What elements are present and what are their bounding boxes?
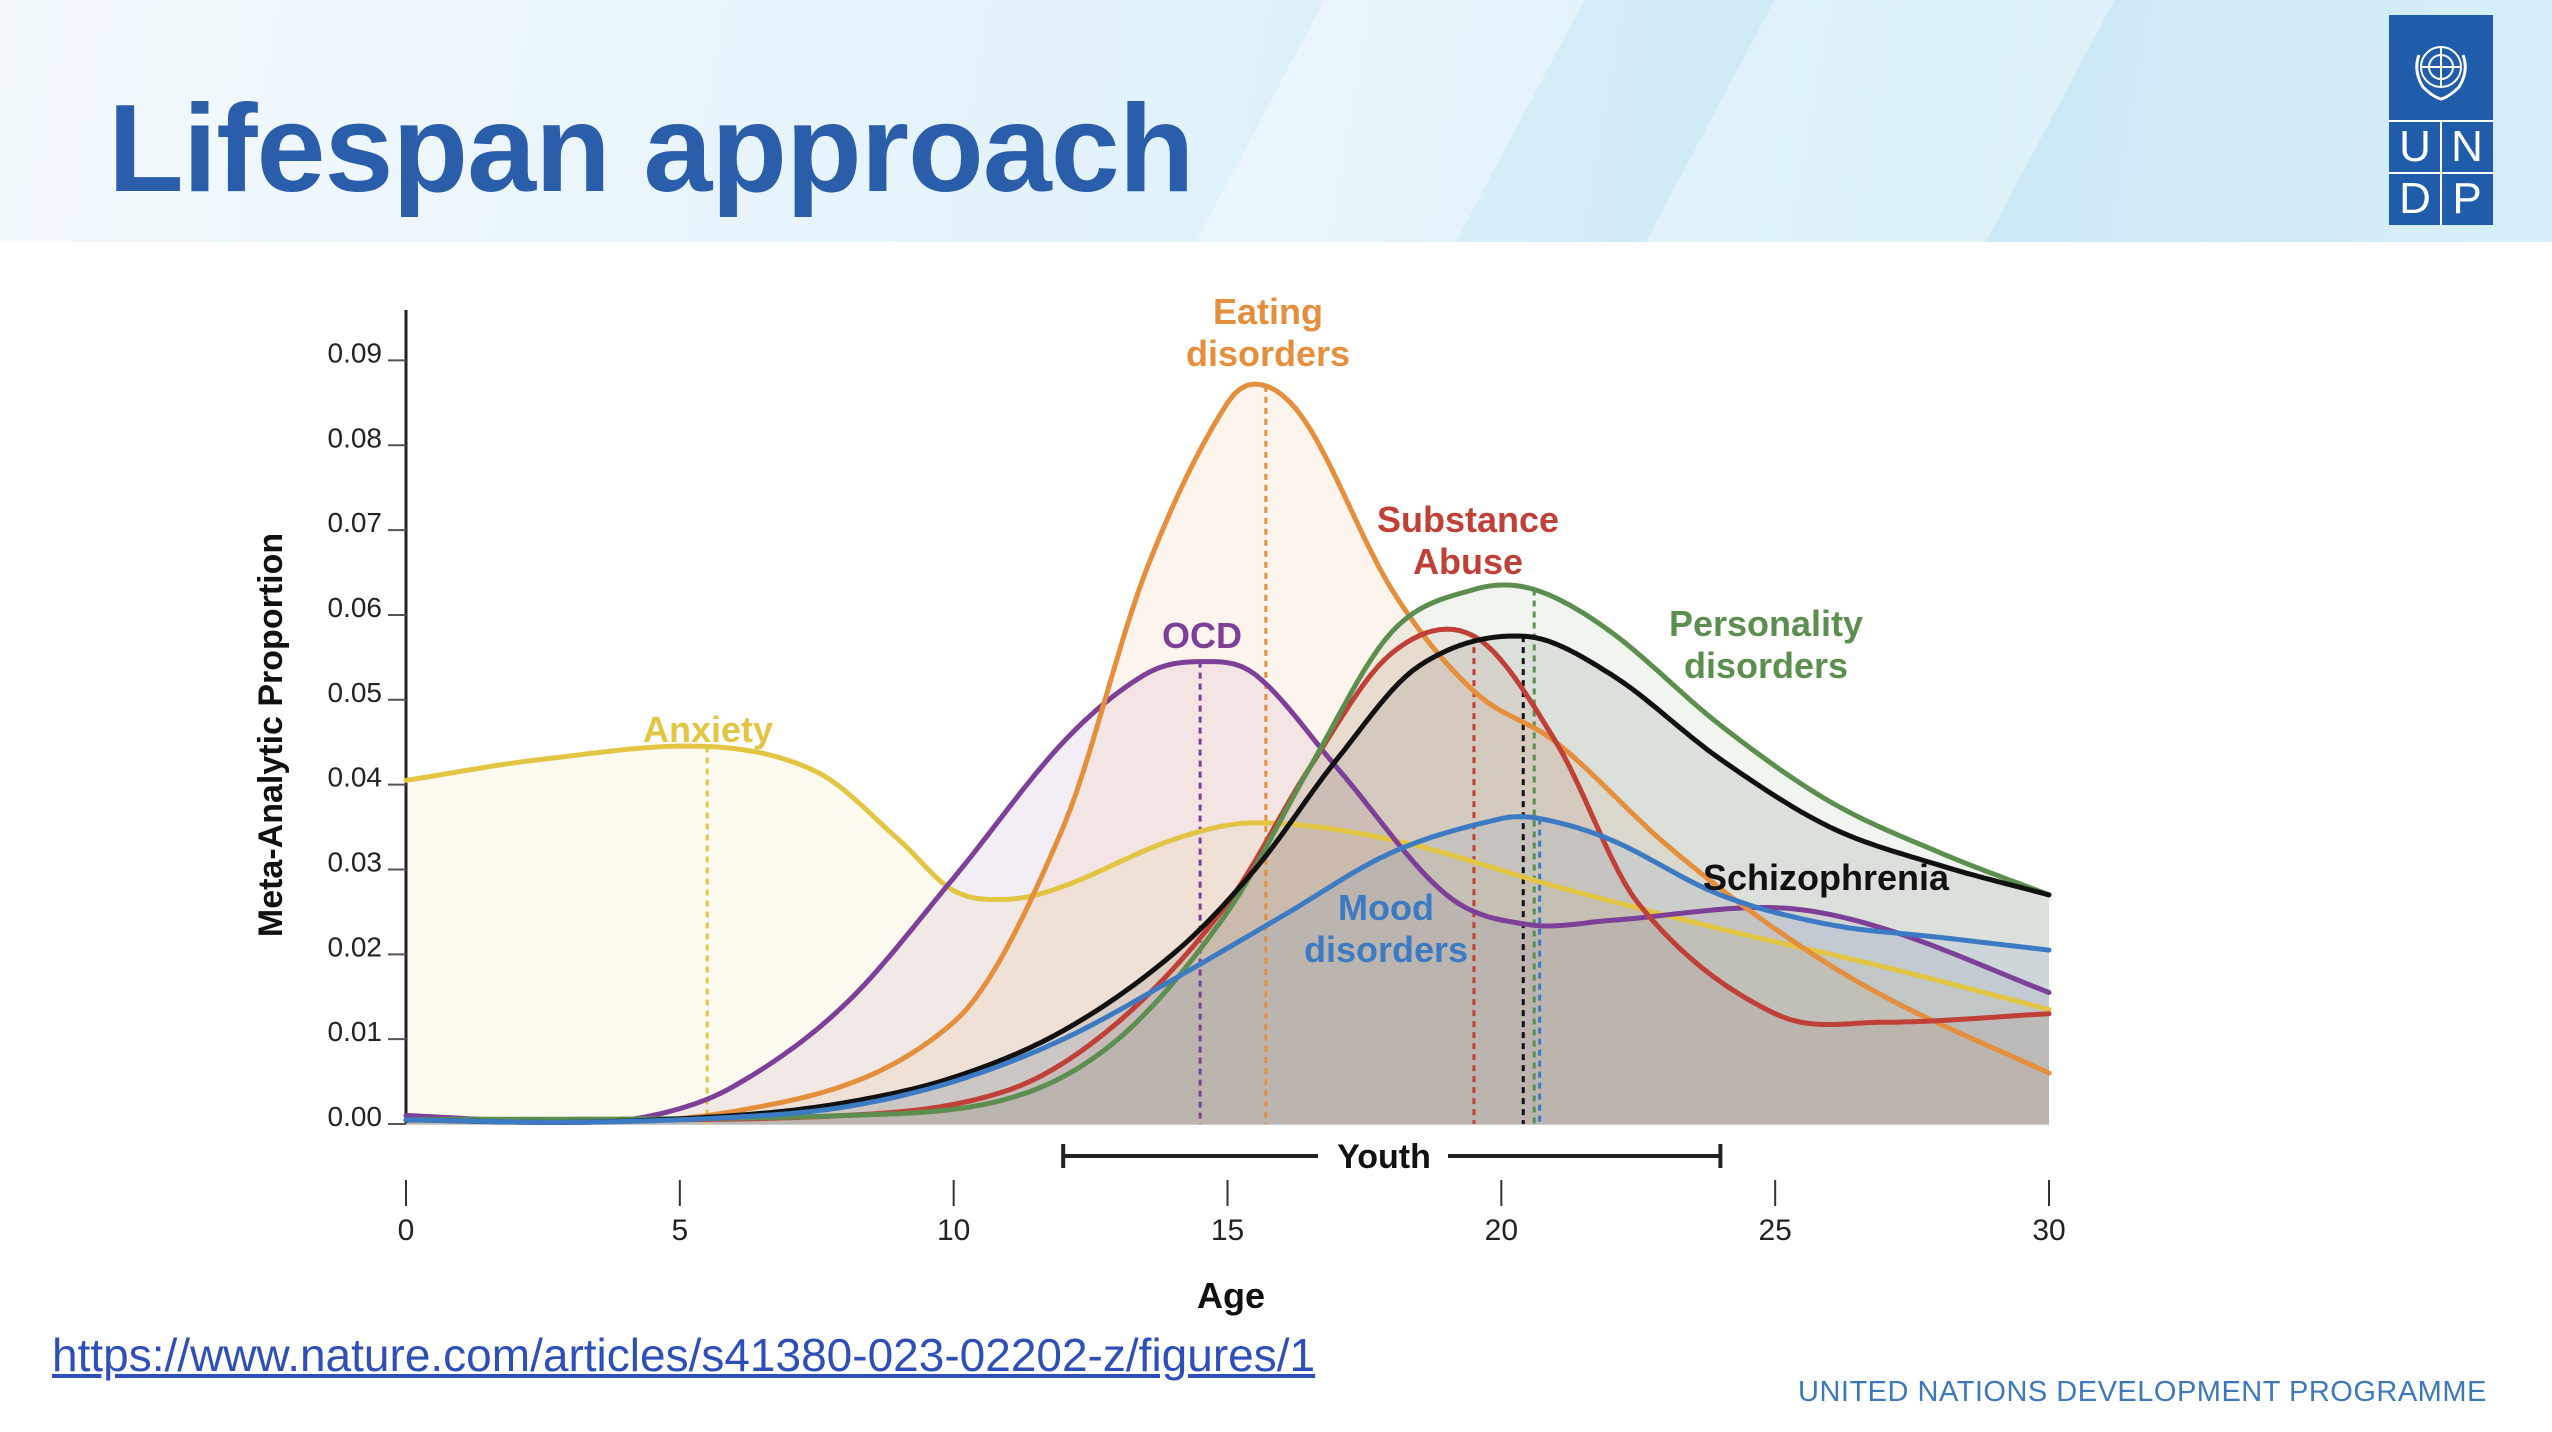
source-link[interactable]: https://www.nature.com/articles/s41380-0… (52, 1329, 1316, 1381)
y-tick-label: 0.04 (328, 762, 383, 793)
header-streak (1143, 0, 1617, 242)
slide-title: Lifespan approach (108, 80, 1194, 218)
y-tick-label: 0.02 (328, 931, 383, 962)
series-label-anxiety: Anxiety (643, 709, 773, 750)
logo-letter-d: D (2399, 174, 2431, 223)
x-tick-label: 10 (937, 1214, 970, 1247)
series-area-eating-disorders (406, 384, 2049, 1124)
x-tick-label: 15 (1211, 1214, 1244, 1247)
series-label-eating-disorders: Eating disorders (1186, 291, 1350, 374)
series-area-ocd (406, 661, 2049, 1124)
logo-letter-p: P (2452, 174, 2482, 223)
series-line-anxiety (403, 743, 2052, 1012)
x-axis-title: Age (1197, 1275, 1265, 1316)
y-tick-label: 0.07 (328, 507, 383, 538)
series-label-substance-abuse: Substance Abuse (1377, 499, 1559, 582)
y-tick-label: 0.03 (328, 846, 383, 877)
y-axis-title: Meta-Analytic Proportion (252, 533, 290, 937)
series-area-schizophrenia (406, 636, 2049, 1124)
x-tick-label: 25 (1758, 1214, 1791, 1247)
y-tick-label: 0.01 (328, 1016, 383, 1047)
y-tick-label: 0.09 (328, 337, 383, 368)
x-tick-label: 30 (2032, 1214, 2065, 1247)
y-tick-label: 0.08 (328, 422, 383, 453)
logo-letter-n: N (2451, 122, 2483, 171)
slide-header: Lifespan approach U N D P (0, 0, 2552, 242)
x-tick-label: 0 (398, 1214, 415, 1247)
series-area-personality-disorders (406, 585, 2049, 1124)
header-streak (1593, 0, 2147, 242)
series-area-mood-disorders (406, 816, 2049, 1124)
lifespan-chart: 0.00 0.01 0.02 0.03 0.04 0.05 0.06 0.07 0.08 0.09… (252, 291, 2066, 1316)
y-tick-label: 0.00 (328, 1101, 383, 1132)
footer-text: UNITED NATIONS DEVELOPMENT PROGRAMME (1798, 1376, 2487, 1408)
y-tick-label: 0.05 (328, 677, 383, 708)
youth-label: Youth (1337, 1138, 1431, 1176)
x-tick-label: 5 (671, 1214, 688, 1247)
series-label-ocd: OCD (1162, 615, 1242, 656)
y-tick-label: 0.06 (328, 592, 383, 623)
undp-logo: U N D P (2389, 15, 2493, 225)
series-line-ocd (403, 659, 2052, 1125)
youth-label-bg (1318, 1130, 1448, 1182)
series-label-personality-disorders: Personality disorders (1669, 603, 1863, 686)
logo-letter-u: U (2399, 122, 2431, 171)
un-emblem-icon (2389, 46, 2493, 225)
series-label-schizophrenia: Schizophrenia (1703, 857, 1950, 898)
series-label-mood-disorders: Mood disorders (1304, 887, 1468, 970)
series-line-mood-disorders (403, 814, 2052, 1125)
x-tick-label: 20 (1485, 1214, 1518, 1247)
series-area-substance-abuse (406, 629, 2049, 1124)
